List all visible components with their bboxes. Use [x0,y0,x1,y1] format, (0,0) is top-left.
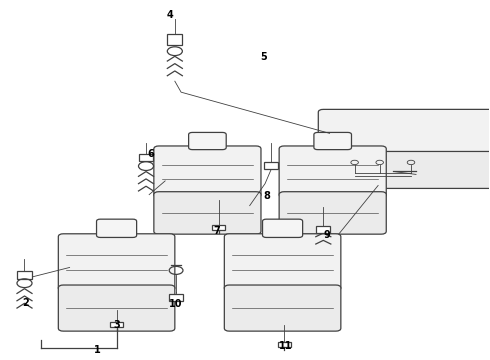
Bar [265,162,278,169]
Bar [277,342,292,347]
FancyBboxPatch shape [154,146,261,198]
Text: 1: 1 [95,345,101,355]
FancyBboxPatch shape [154,192,261,234]
FancyBboxPatch shape [224,234,341,291]
Text: 10: 10 [170,300,183,309]
Text: 11: 11 [279,342,293,351]
Bar [167,34,182,45]
Text: 9: 9 [323,230,330,240]
Bar [110,322,123,327]
Text: 2: 2 [23,298,29,307]
Text: 5: 5 [260,53,267,62]
FancyBboxPatch shape [97,219,137,238]
FancyBboxPatch shape [318,152,490,188]
FancyBboxPatch shape [263,219,303,238]
Text: 4: 4 [167,10,173,20]
FancyBboxPatch shape [189,132,226,150]
FancyBboxPatch shape [224,285,341,331]
Text: 8: 8 [264,192,270,202]
Bar [17,271,32,279]
Bar [213,225,225,230]
FancyBboxPatch shape [314,132,351,150]
FancyBboxPatch shape [58,285,175,331]
FancyBboxPatch shape [279,146,386,198]
Bar [139,154,153,161]
FancyBboxPatch shape [58,234,175,291]
FancyBboxPatch shape [318,109,490,157]
Text: 3: 3 [113,320,120,329]
Bar [317,226,330,233]
Text: 7: 7 [214,226,220,236]
FancyBboxPatch shape [279,192,386,234]
Bar [169,294,183,301]
Text: 6: 6 [147,149,154,159]
